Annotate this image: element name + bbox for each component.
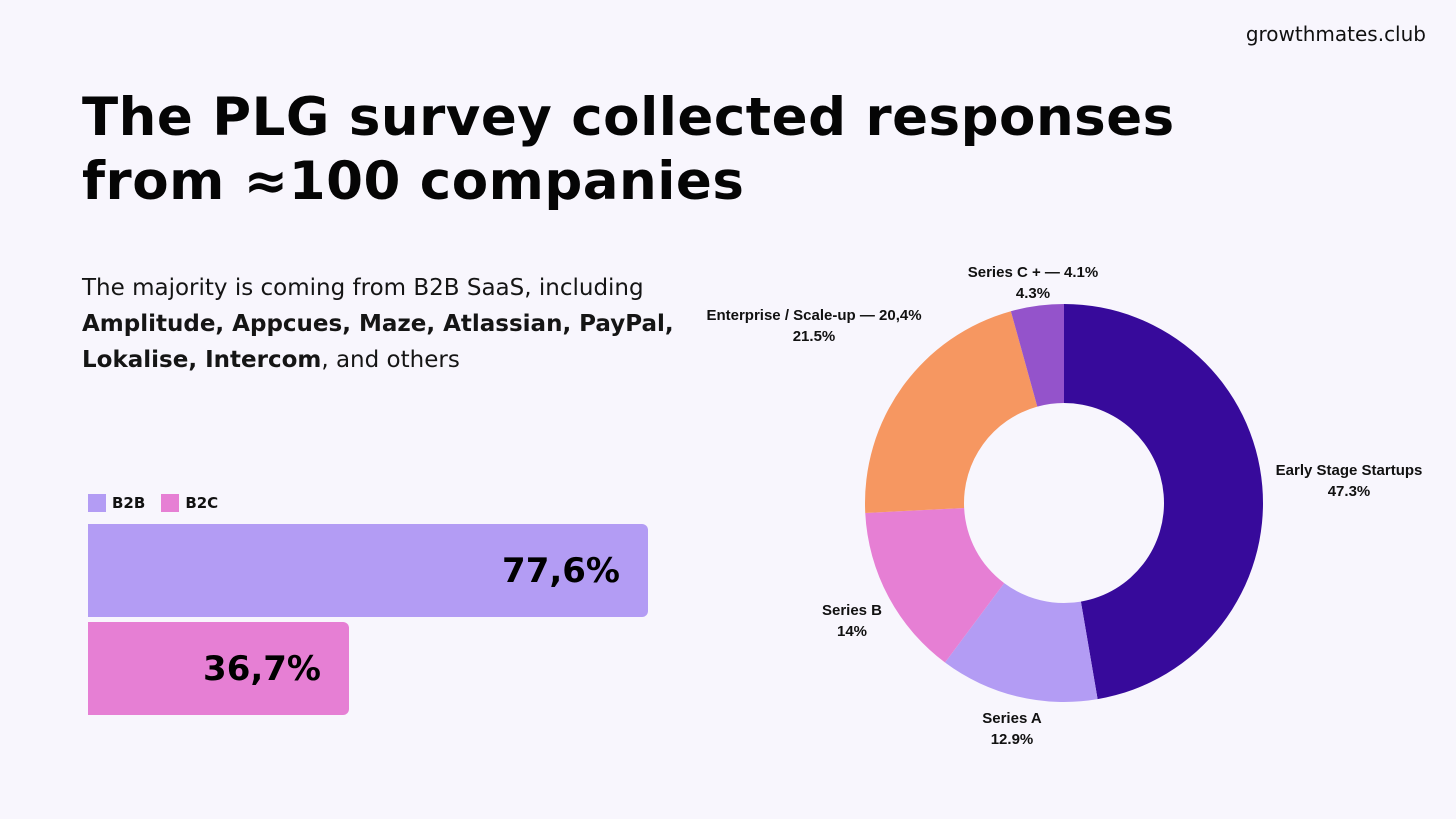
slice-series-b [865, 508, 1005, 663]
bar-b2b: 77,6% [88, 524, 648, 617]
donut-chart: Early Stage Startups 47.3% Series A 12.9% Se… [706, 264, 1423, 748]
slice-value-series-b: 14% [837, 623, 867, 640]
slice-enterprise [865, 311, 1038, 513]
slice-series-c [1010, 304, 1064, 407]
slice-value-early-stage: 47.3% [1328, 483, 1371, 500]
bar-label-b2c: 36,7% [203, 648, 321, 689]
slice-value-series-c: 4.3% [1016, 285, 1050, 302]
legend-swatch-b2b [88, 494, 106, 512]
slice-early-stage [1064, 304, 1263, 700]
subtitle-companies-2: Lokalise, Intercom [82, 347, 322, 373]
bar-label-b2b: 77,6% [502, 550, 620, 591]
bar-chart: 77,6% 36,7% [88, 524, 648, 724]
subtitle-outro: , and others [321, 347, 460, 373]
legend-label-b2c: B2C [185, 494, 219, 512]
subtitle: The majority is coming from B2B SaaS, in… [82, 270, 682, 378]
legend-item-b2c: B2C [161, 494, 218, 512]
slice-name-series-a: Series A [982, 710, 1042, 727]
bar-legend: B2B B2C [88, 494, 218, 512]
bar-b2c: 36,7% [88, 622, 349, 715]
slice-series-a [945, 583, 1098, 702]
slice-name-series-c: Series C + — 4.1% [968, 264, 1099, 281]
legend-item-b2b: B2B [88, 494, 145, 512]
slice-name-series-b: Series B [822, 602, 882, 619]
title-line-1: The PLG survey collected responses [82, 87, 1175, 148]
slice-name-early-stage: Early Stage Startups [1276, 462, 1423, 479]
page-title: The PLG survey collected responses from … [82, 86, 1282, 214]
slice-value-series-a: 12.9% [991, 731, 1034, 748]
subtitle-companies-1: Amplitude, Appcues, Maze, Atlassian, Pay… [82, 311, 674, 337]
slice-name-enterprise: Enterprise / Scale-up — 20,4% [706, 307, 921, 324]
legend-label-b2b: B2B [112, 494, 146, 512]
brand-label: growthmates.club [1245, 22, 1426, 46]
title-line-2: from ≈100 companies [82, 151, 745, 212]
slice-value-enterprise: 21.5% [793, 328, 836, 345]
subtitle-intro: The majority is coming from B2B SaaS, in… [82, 275, 644, 301]
legend-swatch-b2c [161, 494, 180, 512]
